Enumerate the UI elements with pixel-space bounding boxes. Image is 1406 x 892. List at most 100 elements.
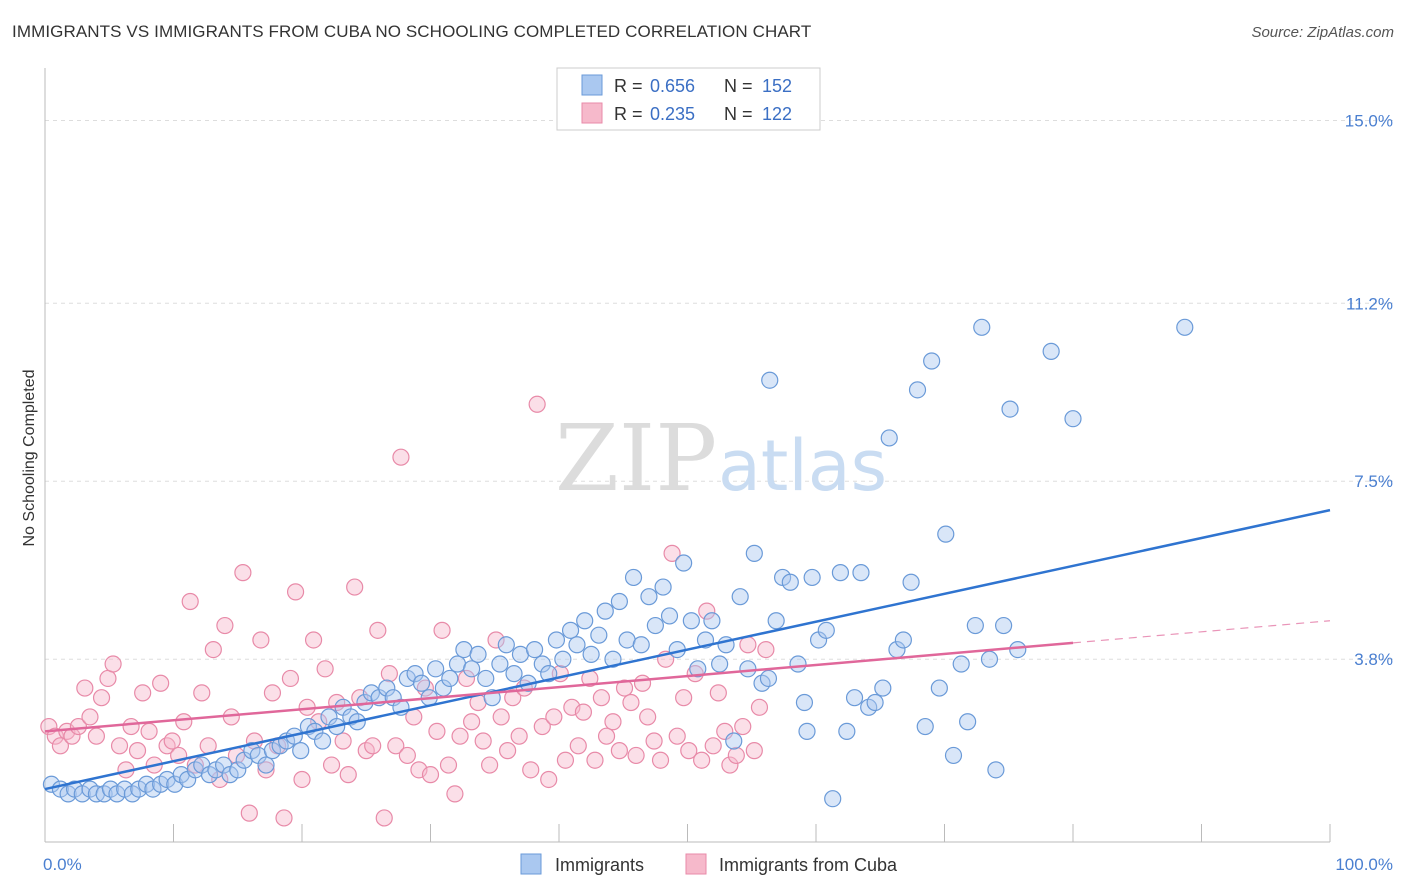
point-cuba: [528, 395, 546, 413]
y-tick-label: 11.2%: [1346, 294, 1393, 313]
point-immigrants: [491, 655, 509, 673]
point-immigrants: [1042, 342, 1060, 360]
point-cuba: [481, 756, 499, 774]
point-cuba: [216, 616, 234, 635]
point-cuba: [334, 732, 352, 750]
axes: [44, 68, 1331, 843]
point-immigrants: [852, 564, 870, 582]
point-cuba: [293, 770, 311, 789]
point-immigrants: [767, 612, 785, 630]
point-immigrants: [987, 761, 1005, 779]
point-cuba: [275, 809, 293, 827]
point-cuba: [622, 693, 640, 712]
point-cuba: [257, 761, 275, 779]
point-cuba: [492, 708, 510, 726]
legend-swatch-immigrants: [520, 853, 542, 875]
tick-labels: 3.8% 7.5% 11.2% 15.0% 0.0% 100.0%: [43, 111, 1393, 874]
legend-swatch-cuba: [685, 853, 707, 875]
point-cuba: [181, 592, 199, 611]
point-cuba: [739, 636, 757, 654]
point-cuba: [645, 732, 663, 750]
point-immigrants: [313, 732, 332, 750]
point-immigrants: [944, 746, 963, 765]
y-tick-label: 15.0%: [1345, 111, 1393, 130]
point-immigrants: [441, 669, 459, 688]
point-immigrants: [759, 669, 778, 688]
point-immigrants: [803, 568, 821, 587]
point-immigrants: [427, 660, 445, 678]
point-immigrants: [745, 544, 763, 562]
point-cuba: [375, 809, 393, 827]
point-immigrants: [1064, 410, 1082, 428]
point-immigrants: [406, 665, 424, 683]
point-cuba: [604, 713, 622, 731]
point-cuba: [380, 665, 398, 683]
point-immigrants: [646, 616, 664, 635]
y-tick-label: 3.8%: [1354, 650, 1393, 669]
point-cuba: [193, 684, 211, 702]
point-immigrants: [789, 655, 807, 673]
point-cuba: [204, 640, 222, 659]
point-immigrants: [824, 790, 842, 808]
point-cuba: [322, 756, 341, 774]
legend-stats: R = 0.656 N = 152 R = 0.235 N = 122: [556, 67, 821, 131]
point-immigrants: [610, 592, 628, 611]
watermark-atlas: atlas: [718, 425, 887, 507]
point-immigrants: [590, 626, 608, 644]
point-immigrants: [533, 655, 551, 673]
point-cuba: [610, 742, 628, 760]
point-immigrants: [292, 742, 310, 760]
watermark: ZIP atlas: [555, 405, 887, 512]
point-cuba: [286, 583, 305, 601]
x-tick-label: 100.0%: [1335, 855, 1393, 874]
point-cuba: [734, 717, 752, 736]
point-immigrants: [1001, 400, 1019, 418]
point-immigrants: [624, 568, 643, 587]
point-cuba: [556, 751, 575, 769]
point-cuba: [128, 742, 147, 760]
point-cuba: [433, 621, 451, 639]
point-cuba: [369, 621, 387, 639]
point-cuba: [76, 679, 94, 697]
legend-series: Immigrants Immigrants from Cuba: [520, 853, 898, 875]
point-cuba: [540, 770, 558, 789]
point-cuba: [574, 703, 593, 721]
point-immigrants: [547, 631, 566, 649]
point-immigrants: [477, 669, 495, 688]
point-immigrants: [632, 636, 650, 654]
point-immigrants: [923, 352, 941, 370]
point-cuba: [745, 742, 763, 760]
point-cuba: [392, 448, 410, 466]
point-immigrants: [798, 722, 816, 740]
point-cuba: [721, 756, 739, 774]
point-cuba: [263, 684, 282, 702]
point-cuba: [545, 708, 563, 726]
series-immigrants-from-cuba: [40, 395, 775, 827]
point-cuba: [346, 578, 364, 596]
point-immigrants: [561, 621, 580, 639]
point-cuba: [709, 684, 727, 702]
point-immigrants: [781, 573, 799, 591]
point-cuba: [281, 669, 300, 688]
legend-n-label: N =: [724, 104, 753, 124]
point-immigrants: [866, 693, 884, 712]
point-cuba: [615, 679, 634, 697]
svg-text:No Schooling Completed: No Schooling Completed: [21, 370, 38, 547]
point-immigrants: [660, 607, 679, 625]
point-cuba: [304, 631, 323, 649]
point-immigrants: [908, 381, 927, 399]
legend-r-label: R =: [614, 76, 643, 96]
point-immigrants: [604, 650, 622, 668]
point-cuba: [627, 746, 645, 765]
point-cuba: [597, 727, 616, 745]
point-immigrants: [937, 525, 955, 543]
trend-lines: [44, 508, 1331, 791]
point-cuba: [704, 737, 722, 755]
point-cuba: [439, 756, 458, 774]
point-immigrants: [1009, 640, 1027, 659]
point-immigrants: [689, 660, 707, 678]
x-tick-label: 0.0%: [43, 855, 82, 874]
point-cuba: [504, 689, 522, 707]
point-cuba: [510, 727, 528, 745]
